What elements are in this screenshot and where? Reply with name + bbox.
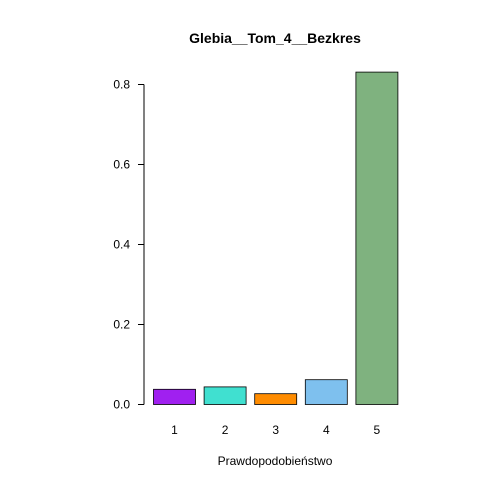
x-axis-label: Prawdopodobieństwo [218, 454, 333, 468]
y-tick-label: 0.4 [113, 238, 130, 252]
y-tick-label: 0.2 [113, 318, 130, 332]
y-tick-label: 0.8 [113, 78, 130, 92]
bars [153, 71, 399, 405]
x-tick-label: 1 [171, 423, 178, 437]
chart-title: Glebia__Tom_4__Bezkres [189, 30, 361, 46]
y-tick-label: 0.6 [113, 158, 130, 172]
y-tick-label: 0.0 [113, 398, 130, 412]
x-axis-tick-labels: 1 2 3 4 5 [171, 423, 380, 437]
x-tick-label: 3 [272, 423, 279, 437]
bar-4 [304, 379, 348, 405]
bar-2 [203, 386, 247, 405]
x-tick-label: 5 [374, 423, 381, 437]
x-tick-label: 2 [222, 423, 229, 437]
bar-1 [153, 388, 196, 405]
x-tick-label: 4 [323, 423, 330, 437]
bar-3 [254, 393, 298, 405]
y-axis-ticks: 0.0 0.2 0.4 0.6 0.8 [113, 78, 144, 412]
bar-5 [355, 71, 399, 405]
